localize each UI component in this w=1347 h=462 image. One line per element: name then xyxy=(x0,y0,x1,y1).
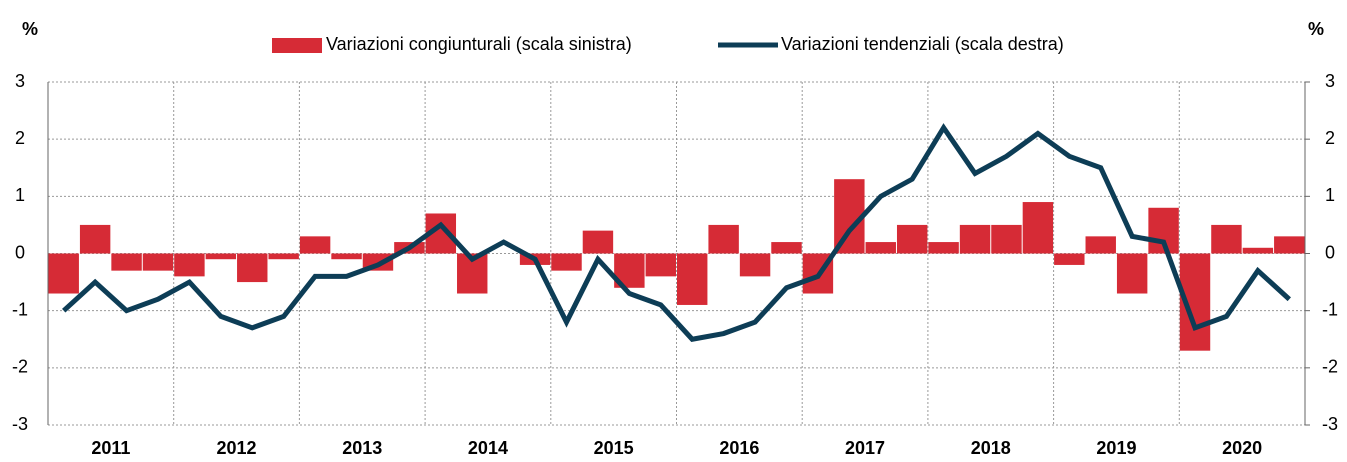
y-tick-label: 2 xyxy=(15,128,25,148)
bar xyxy=(1242,247,1274,254)
bar xyxy=(268,253,299,260)
x-group-label: 2015 xyxy=(594,438,634,458)
bar xyxy=(48,253,79,294)
bar xyxy=(1085,236,1116,254)
legend-swatch xyxy=(272,38,322,53)
bar xyxy=(111,253,142,271)
y2-tick-label: 1 xyxy=(1325,185,1335,205)
bar xyxy=(771,242,802,254)
bar xyxy=(739,253,771,277)
y-axis-label: % xyxy=(22,19,38,39)
y2-tick-label: -3 xyxy=(1322,414,1338,434)
bar xyxy=(1211,224,1242,254)
x-group-label: 2013 xyxy=(342,438,382,458)
bar xyxy=(959,224,991,254)
bar xyxy=(896,224,928,254)
y2-tick-label: -1 xyxy=(1322,299,1338,319)
y2-tick-label: 2 xyxy=(1325,128,1335,148)
bar xyxy=(331,253,362,260)
bar xyxy=(708,224,739,254)
line xyxy=(62,123,1291,342)
bar xyxy=(551,253,582,271)
x-group-label: 2020 xyxy=(1222,438,1262,458)
y2-tick-label: -2 xyxy=(1322,357,1338,377)
y-tick-label: -2 xyxy=(12,357,28,377)
x-group-label: 2012 xyxy=(217,438,257,458)
x-group-label: 2016 xyxy=(719,438,759,458)
bar xyxy=(142,253,174,271)
bar xyxy=(677,253,708,305)
y-tick-label: 1 xyxy=(15,185,25,205)
legend-label: Variazioni tendenziali (scala destra) xyxy=(781,34,1064,54)
y-tick-label: 0 xyxy=(15,242,25,262)
x-group-label: 2011 xyxy=(91,438,130,458)
bar xyxy=(205,253,237,260)
bar xyxy=(1054,253,1085,265)
bar xyxy=(1022,202,1054,254)
bar xyxy=(1116,253,1148,294)
bar xyxy=(79,224,111,254)
x-group-label: 2019 xyxy=(1096,438,1136,458)
bar xyxy=(928,242,959,254)
legend-label: Variazioni congiunturali (scala sinistra… xyxy=(326,34,632,54)
bar xyxy=(991,224,1022,254)
bar xyxy=(645,253,676,277)
y-tick-label: -3 xyxy=(12,414,28,434)
x-group-label: 2018 xyxy=(971,438,1011,458)
bar xyxy=(299,236,331,254)
bar xyxy=(865,242,896,254)
bar xyxy=(1274,236,1305,254)
y2-axis-label: % xyxy=(1308,19,1324,39)
bar xyxy=(174,253,205,277)
y-tick-label: -1 xyxy=(12,299,28,319)
x-group-label: 2017 xyxy=(845,438,885,458)
x-group-label: 2014 xyxy=(468,438,508,458)
y2-tick-label: 3 xyxy=(1325,71,1335,91)
y2-tick-label: 0 xyxy=(1325,242,1335,262)
bar xyxy=(582,230,614,254)
bar xyxy=(237,253,268,283)
y-tick-label: 3 xyxy=(15,71,25,91)
